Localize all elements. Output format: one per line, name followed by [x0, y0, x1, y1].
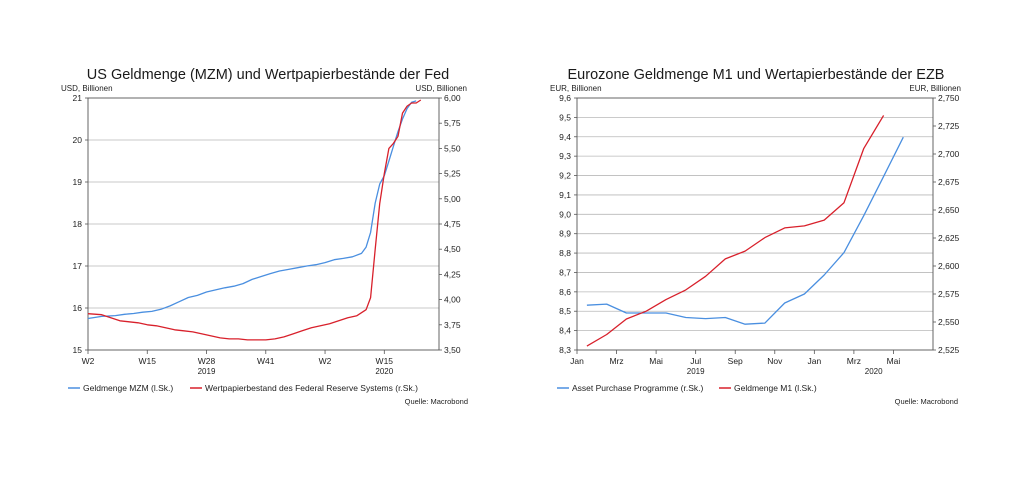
legend-label-2: Wertpapierbestand des Federal Reserve Sy…	[205, 383, 418, 393]
x-axis-year-label: 2019	[198, 367, 216, 376]
left-axis-tick-label: 9,6	[559, 93, 571, 103]
right-axis-unit-label: USD, Billionen	[415, 84, 467, 93]
x-axis-tick-label: W2	[82, 356, 95, 366]
right-axis-tick-label: 4,25	[444, 269, 461, 279]
series-line-1	[87, 100, 417, 320]
right-axis-tick-label: 2,625	[938, 233, 960, 243]
right-axis-tick-label: 4,00	[444, 295, 461, 305]
right-axis-tick-label: 3,75	[444, 320, 461, 330]
right-axis-tick-label: 2,750	[938, 93, 960, 103]
left-axis-tick-label: 9,2	[559, 171, 571, 181]
right-axis-tick-label: 4,75	[444, 219, 461, 229]
right-axis-tick-label: 2,550	[938, 317, 960, 327]
eurozone-money-supply-chart: Eurozone Geldmenge M1 und Wertapierbestä…	[550, 67, 961, 406]
x-axis-tick-label: Jul	[690, 356, 701, 366]
right-axis-tick-label: 4,50	[444, 244, 461, 254]
left-axis-tick-label: 9,5	[559, 112, 571, 122]
right-axis-unit-label: EUR, Billionen	[909, 84, 961, 93]
left-axis-tick-label: 9,1	[559, 190, 571, 200]
left-axis-tick-label: 8,9	[559, 229, 571, 239]
right-axis-tick-label: 2,675	[938, 177, 960, 187]
left-axis-tick-label: 15	[73, 345, 83, 355]
left-axis-tick-label: 8,4	[559, 326, 571, 336]
source-note: Quelle: Macrobond	[895, 397, 958, 406]
x-axis-year-label: 2020	[375, 367, 393, 376]
plot-frame	[87, 97, 440, 351]
x-axis-tick-label: W15	[376, 356, 394, 366]
legend-label-1: Asset Purchase Programme (r.Sk.)	[572, 383, 703, 393]
right-axis-tick-label: 6,00	[444, 93, 461, 103]
left-axis-tick-label: 8,6	[559, 287, 571, 297]
x-axis-tick-label: Mai	[649, 356, 663, 366]
left-axis-unit-label: EUR, Billionen	[550, 84, 602, 93]
right-axis-tick-label: 2,650	[938, 205, 960, 215]
right-axis-tick-label: 3,50	[444, 345, 461, 355]
left-axis-tick-label: 16	[73, 303, 83, 313]
x-axis-tick-label: W41	[257, 356, 275, 366]
source-note: Quelle: Macrobond	[405, 397, 468, 406]
left-axis-tick-label: 9,0	[559, 209, 571, 219]
right-axis-tick-label: 5,75	[444, 118, 461, 128]
x-axis-tick-label: Jan	[807, 356, 821, 366]
right-axis-tick-label: 2,700	[938, 149, 960, 159]
x-axis-tick-label: Jan	[570, 356, 584, 366]
series-line-2	[87, 99, 422, 341]
plot-frame	[576, 97, 934, 351]
left-axis-tick-label: 18	[73, 219, 83, 229]
legend-label-2: Geldmenge M1 (l.Sk.)	[734, 383, 817, 393]
left-axis-unit-label: USD, Billionen	[61, 84, 113, 93]
left-axis-tick-label: 17	[73, 261, 83, 271]
left-axis-tick-label: 20	[73, 135, 83, 145]
left-axis-tick-label: 9,3	[559, 151, 571, 161]
right-axis-tick-label: 5,25	[444, 169, 461, 179]
series-line-1	[586, 136, 904, 325]
chart-title: Eurozone Geldmenge M1 und Wertapierbestä…	[568, 67, 945, 83]
x-axis-year-label: 2020	[865, 367, 883, 376]
right-axis-tick-label: 5,50	[444, 143, 461, 153]
left-axis-tick-label: 8,5	[559, 306, 571, 316]
x-axis-tick-label: Nov	[767, 356, 783, 366]
x-axis-tick-label: Mai	[887, 356, 901, 366]
left-axis-tick-label: 8,8	[559, 248, 571, 258]
x-axis-tick-label: Mrz	[847, 356, 861, 366]
right-axis-tick-label: 2,575	[938, 289, 960, 299]
right-axis-tick-label: 2,725	[938, 121, 960, 131]
left-axis-tick-label: 19	[73, 177, 83, 187]
right-axis-tick-label: 2,600	[938, 261, 960, 271]
x-axis-year-label: 2019	[687, 367, 705, 376]
x-axis-tick-label: Sep	[728, 356, 743, 366]
legend-label-1: Geldmenge MZM (l.Sk.)	[83, 383, 173, 393]
x-axis-tick-label: W2	[319, 356, 332, 366]
x-axis-tick-label: W28	[198, 356, 216, 366]
x-axis-tick-label: W15	[139, 356, 157, 366]
chart-title: US Geldmenge (MZM) und Wertpapierbeständ…	[87, 67, 449, 83]
right-axis-tick-label: 5,00	[444, 194, 461, 204]
series-line-2	[586, 115, 885, 347]
right-axis-tick-label: 2,525	[938, 345, 960, 355]
left-axis-tick-label: 21	[73, 93, 83, 103]
us-money-supply-chart: US Geldmenge (MZM) und Wertpapierbeständ…	[61, 67, 468, 406]
left-axis-tick-label: 9,4	[559, 132, 571, 142]
left-axis-tick-label: 8,3	[559, 345, 571, 355]
left-axis-tick-label: 8,7	[559, 267, 571, 277]
x-axis-tick-label: Mrz	[609, 356, 623, 366]
